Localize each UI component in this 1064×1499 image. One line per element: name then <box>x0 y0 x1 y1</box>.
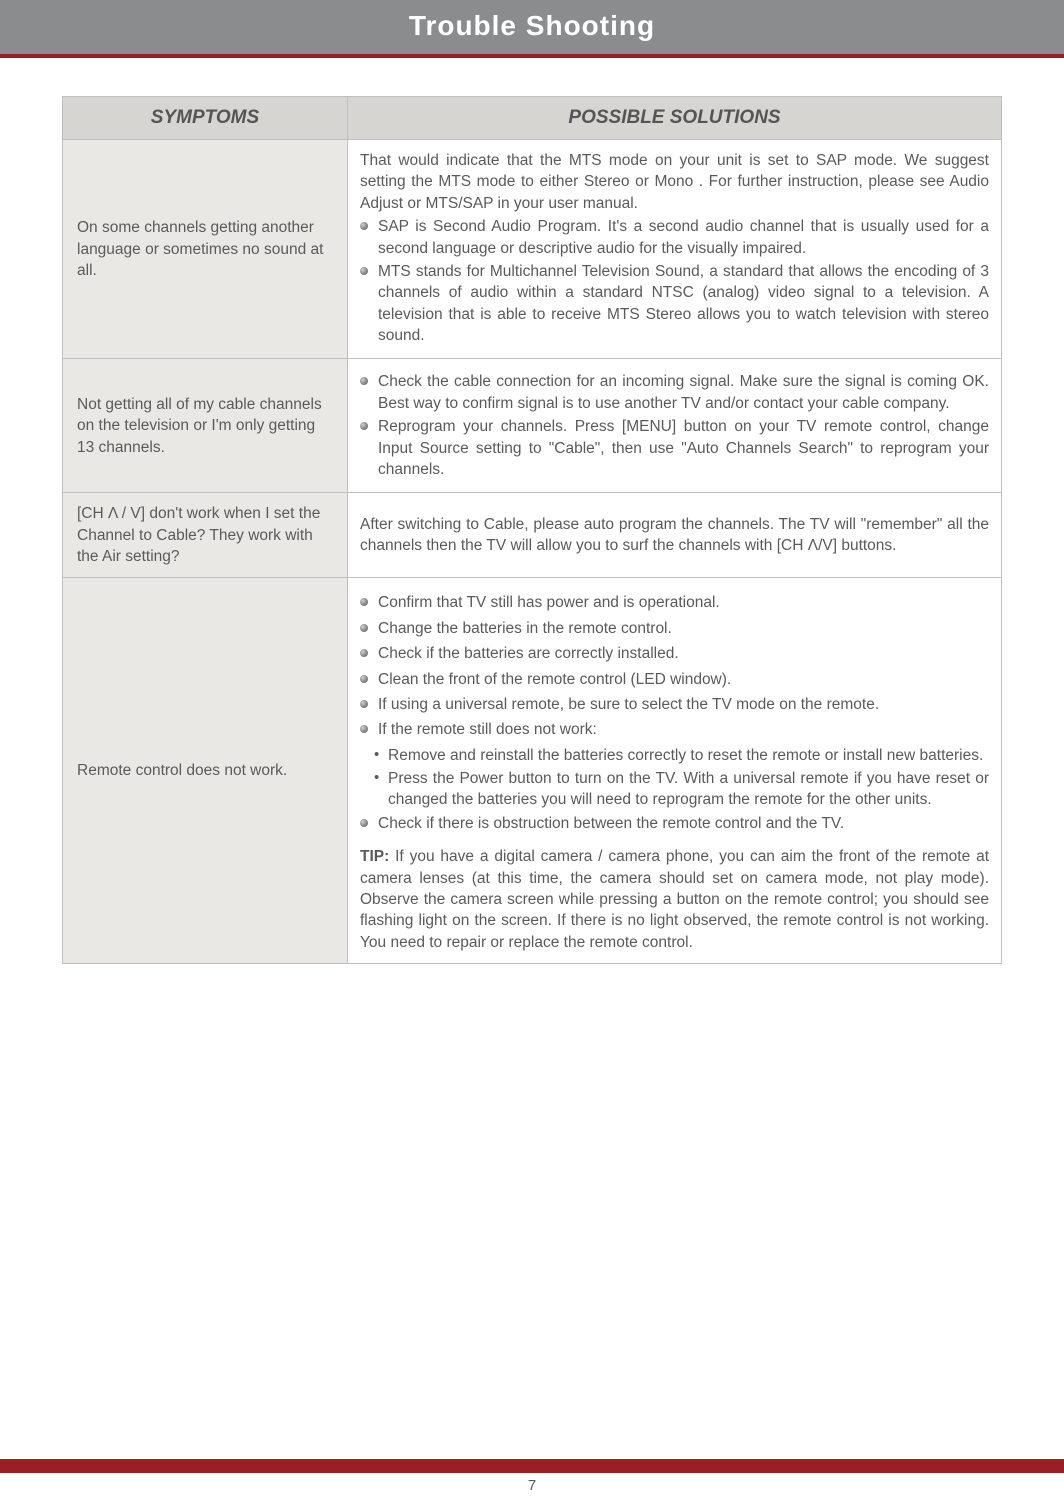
bullet-item: If the remote still does not work: <box>360 719 989 740</box>
bullet-item: Reprogram your channels. Press [MENU] bu… <box>360 416 989 480</box>
page-header: Trouble Shooting <box>0 0 1064 54</box>
content-area: SYMPTOMS POSSIBLE SOLUTIONS On some chan… <box>0 58 1064 964</box>
bullet-item: Confirm that TV still has power and is o… <box>360 592 989 613</box>
bullet-item: SAP is Second Audio Program. It's a seco… <box>360 216 989 259</box>
solution-sub-bullets: Remove and reinstall the batteries corre… <box>360 745 989 811</box>
solution-bullets: SAP is Second Audio Program. It's a seco… <box>360 216 989 346</box>
bullet-item: MTS stands for Multichannel Television S… <box>360 261 989 347</box>
symptom-cell: [CH Λ / V] don't work when I set the Cha… <box>63 493 348 578</box>
symptom-cell: On some channels getting another languag… <box>63 140 348 359</box>
table-row: [CH Λ / V] don't work when I set the Cha… <box>63 493 1002 578</box>
sub-bullet-item: Remove and reinstall the batteries corre… <box>360 745 989 766</box>
tip-text: If you have a digital camera / camera ph… <box>360 848 989 951</box>
bullet-item: Check if there is obstruction between th… <box>360 813 989 834</box>
bullet-item: Check the cable connection for an incomi… <box>360 371 989 414</box>
page-footer: 7 <box>0 1459 1064 1499</box>
bullet-item: Check if the batteries are correctly ins… <box>360 643 989 664</box>
footer-bar <box>0 1459 1064 1473</box>
sub-bullet-item: Press the Power button to turn on the TV… <box>360 768 989 811</box>
symptom-cell: Not getting all of my cable channels on … <box>63 359 348 493</box>
solution-intro: That would indicate that the MTS mode on… <box>360 150 989 214</box>
solution-bullets: Check the cable connection for an incomi… <box>360 371 989 480</box>
table-row: Remote control does not work. Confirm th… <box>63 578 1002 964</box>
table-row: On some channels getting another languag… <box>63 140 1002 359</box>
tip-block: TIP: If you have a digital camera / came… <box>360 846 989 953</box>
solution-bullets: Confirm that TV still has power and is o… <box>360 592 989 740</box>
symptom-cell: Remote control does not work. <box>63 578 348 964</box>
bullet-item: If using a universal remote, be sure to … <box>360 694 989 715</box>
bullet-item: Clean the front of the remote control (L… <box>360 669 989 690</box>
tip-label: TIP: <box>360 848 389 865</box>
solution-cell: That would indicate that the MTS mode on… <box>348 140 1002 359</box>
page-title: Trouble Shooting <box>409 10 655 41</box>
bullet-item: Change the batteries in the remote contr… <box>360 618 989 639</box>
solution-cell: After switching to Cable, please auto pr… <box>348 493 1002 578</box>
solution-cell: Check the cable connection for an incomi… <box>348 359 1002 493</box>
solution-cell: Confirm that TV still has power and is o… <box>348 578 1002 964</box>
footer-page-number: 7 <box>0 1473 1064 1499</box>
solution-bullets-2: Check if there is obstruction between th… <box>360 813 989 834</box>
col-header-solutions: POSSIBLE SOLUTIONS <box>348 97 1002 140</box>
troubleshoot-table: SYMPTOMS POSSIBLE SOLUTIONS On some chan… <box>62 96 1002 964</box>
col-header-symptoms: SYMPTOMS <box>63 97 348 140</box>
table-row: Not getting all of my cable channels on … <box>63 359 1002 493</box>
